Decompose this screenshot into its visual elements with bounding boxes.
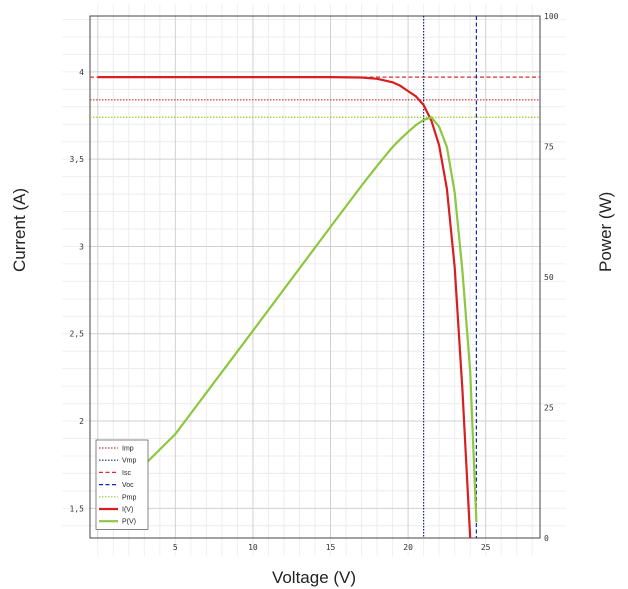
series-line-pv: [143, 116, 478, 523]
legend-label: P(V): [122, 519, 136, 526]
legend-label: Voc: [122, 482, 134, 489]
x-tick-label: 15: [326, 543, 336, 552]
y-tick-label: 1,5: [70, 504, 85, 513]
x-tick-label: 10: [248, 543, 258, 552]
y2-tick-label: 100: [544, 12, 559, 21]
y-tick-label: 2: [79, 417, 84, 426]
minor-grid: [62, 4, 566, 556]
legend-label: Vmp: [122, 458, 137, 465]
y-axis-title-right: Power (W): [596, 191, 615, 272]
y2-tick-label: 25: [544, 404, 554, 413]
series-line-iv: [97, 76, 472, 538]
axis-ticks: 5 10 15 20 25 1,5 2 2,5 3 3,5 4 0 25 50 75 100: [70, 12, 559, 552]
legend-label: Isc: [122, 470, 131, 477]
x-axis-title: Voltage (V): [271, 568, 357, 587]
legend-box: [95, 439, 149, 530]
legend-label: Pmp: [122, 494, 137, 501]
plot-frame: [89, 15, 541, 539]
series-lines: [97, 76, 478, 538]
legend-label: I(V): [122, 507, 133, 514]
legend: Imp Vmp Isc Voc Pmp I(V) P(V): [95, 439, 149, 530]
y2-tick-label: 0: [544, 534, 549, 543]
x-tick-label: 5: [173, 543, 178, 552]
y2-tick-label: 75: [544, 143, 554, 152]
major-grid: [90, 16, 540, 538]
y-tick-label: 2,5: [70, 330, 85, 339]
y-tick-label: 4: [79, 68, 84, 77]
legend-label: Imp: [122, 446, 134, 453]
x-tick-label: 20: [403, 543, 413, 552]
y2-tick-label: 50: [544, 273, 554, 282]
y-tick-label: 3,5: [70, 155, 85, 164]
y-axis-title-left: Current (A): [10, 187, 29, 272]
y-tick-label: 3: [79, 242, 84, 251]
x-tick-label: 25: [481, 543, 491, 552]
